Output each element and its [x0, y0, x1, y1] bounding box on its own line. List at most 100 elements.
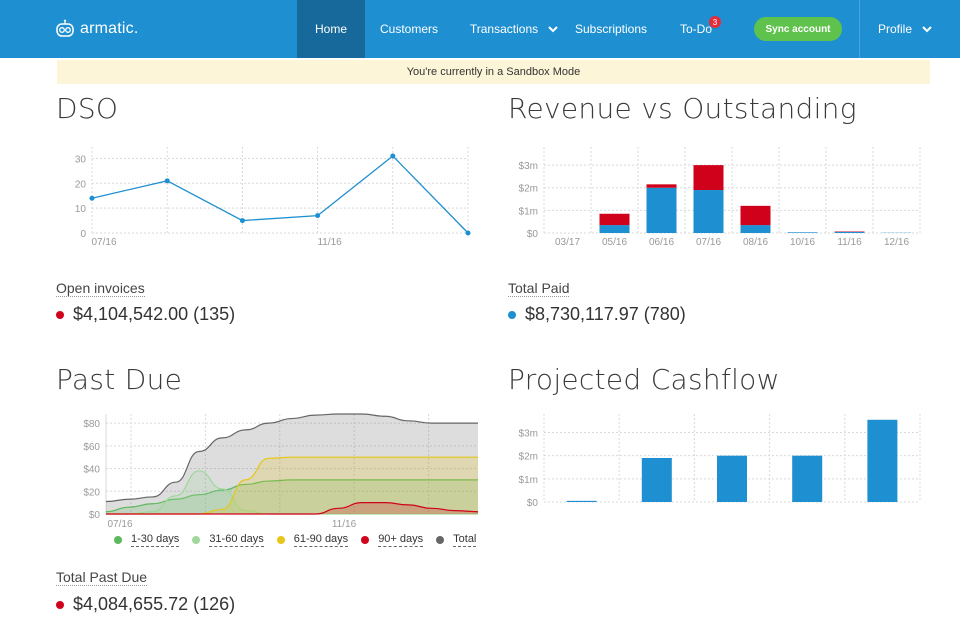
- legend-label: 31-60 days: [209, 533, 264, 547]
- outstanding-bar: [599, 213, 630, 226]
- x-tick-label: 07/16: [696, 237, 721, 248]
- total-paid-amount: $8,730,117.97 (780): [525, 304, 686, 324]
- nav-todo-label: To-Do: [679, 22, 712, 36]
- total-paid-label[interactable]: Total Paid: [508, 280, 570, 297]
- legend-item[interactable]: 1-30 days: [114, 533, 180, 547]
- nav-subscriptions[interactable]: Subscriptions: [570, 0, 652, 58]
- y-tick-label: 10: [75, 204, 87, 215]
- legend-item[interactable]: 31-60 days: [192, 533, 264, 547]
- cashflow-bar: [566, 500, 597, 502]
- paid-bar: [646, 187, 677, 233]
- nav-todo[interactable]: To-Do: [672, 0, 720, 58]
- y-tick-label: $60: [83, 442, 100, 453]
- area-90-days: [106, 502, 478, 514]
- x-tick-label: 06/16: [649, 237, 674, 248]
- x-tick-label: 07/16: [107, 519, 132, 530]
- nav-customers-label: Customers: [379, 22, 438, 36]
- nav-profile[interactable]: Profile: [870, 0, 940, 58]
- dso-point: [239, 218, 245, 224]
- sync-account-button[interactable]: Sync account: [754, 17, 842, 41]
- open-invoices-label[interactable]: Open invoices: [56, 280, 145, 297]
- y-tick-label: $3m: [519, 429, 538, 440]
- outstanding-bar: [693, 165, 724, 190]
- open-invoices-amount: $4,104,542.00 (135): [73, 304, 236, 324]
- area-61-90-days: [106, 457, 478, 514]
- dso-point: [164, 178, 170, 184]
- legend-label: Total: [453, 533, 477, 547]
- cashflow-bar: [641, 458, 672, 502]
- x-tick-label: 08/16: [743, 237, 768, 248]
- dso-line-chart: 0 10 20 30 07/16 11/16: [75, 147, 471, 248]
- todo-count-badge: 3: [709, 16, 721, 28]
- y-tick-label: $1m: [519, 475, 538, 486]
- legend-item[interactable]: 90+ days: [361, 533, 424, 547]
- total-past-due-label[interactable]: Total Past Due: [56, 569, 148, 586]
- open-invoices-dot: [56, 310, 64, 319]
- area-31-60-days: [106, 470, 478, 514]
- past-due-legend: 1-30 days 31-60 days 61-90 days 90+ days Tot…: [114, 533, 489, 547]
- line-1-30-days: [105, 479, 478, 513]
- chevron-down-icon: [548, 26, 558, 33]
- paid-bar: [740, 225, 771, 233]
- y-tick-label: $20: [83, 487, 100, 498]
- line-90-days: [105, 502, 479, 515]
- legend-dot: [192, 536, 201, 544]
- past-due-title: Past Due: [56, 363, 183, 396]
- paid-bar: [834, 231, 865, 233]
- legend-label: 1-30 days: [131, 533, 180, 547]
- y-tick-label: $40: [83, 465, 100, 476]
- total-past-due-value: $4,084,655.72 (126): [56, 594, 235, 615]
- legend-item[interactable]: 61-90 days: [276, 533, 349, 547]
- total-past-due-amount: $4,084,655.72 (126): [73, 594, 236, 614]
- brand-logo[interactable]: armatic.: [55, 17, 139, 41]
- dso-point: [465, 230, 471, 236]
- line-total: [105, 413, 478, 503]
- y-tick-label: $1m: [519, 206, 538, 217]
- legend-dot: [361, 536, 370, 544]
- y-tick-label: $80: [83, 419, 100, 430]
- legend-label: 61-90 days: [293, 533, 349, 547]
- cashflow-bar: [717, 455, 747, 502]
- open-invoices-value: $4,104,542.00 (135): [56, 304, 235, 325]
- dso-title: DSO: [56, 92, 119, 125]
- y-tick-label: $0: [527, 229, 539, 240]
- robot-logo-icon: [56, 19, 74, 37]
- y-tick-label: 0: [80, 229, 86, 240]
- dso-point: [315, 213, 321, 219]
- y-tick-label: $2m: [519, 452, 538, 463]
- y-tick-label: $0: [89, 510, 101, 521]
- nav-transactions[interactable]: Transactions: [464, 0, 564, 58]
- past-due-area-chart: $0 $20 $40 $60 $80 07/16 11/16: [83, 413, 479, 530]
- total-paid-value: $8,730,117.97 (780): [508, 304, 686, 325]
- x-tick-label: 10/16: [790, 237, 815, 248]
- legend-label: 90+ days: [378, 533, 424, 547]
- y-tick-label: $3m: [519, 161, 538, 172]
- nav-subscriptions-label: Subscriptions: [574, 22, 648, 36]
- sandbox-banner: You're currently in a Sandbox Mode: [57, 60, 930, 84]
- y-tick-label: $0: [527, 498, 539, 509]
- legend-dot: [114, 536, 122, 544]
- y-tick-label: 20: [75, 179, 87, 190]
- outstanding-bar: [740, 205, 771, 226]
- x-tick-label: 07/16: [91, 237, 116, 248]
- x-tick-label: 03/17: [555, 237, 580, 248]
- brand-name: armatic.: [80, 20, 139, 37]
- legend-dot: [276, 536, 285, 544]
- cashflow-bar: [792, 455, 823, 502]
- nav-customers[interactable]: Customers: [368, 0, 450, 58]
- x-tick-label: 11/16: [332, 519, 357, 530]
- x-tick-label: 12/16: [884, 237, 909, 248]
- x-tick-label: 11/16: [317, 237, 342, 248]
- cashflow-title: Projected Cashflow: [508, 363, 780, 396]
- nav-divider: [859, 0, 860, 58]
- cashflow-bar-chart: $0 $1m $2m $3m: [519, 414, 921, 509]
- chevron-down-icon: [922, 26, 932, 33]
- area-total: [106, 414, 478, 514]
- outstanding-bar: [646, 184, 677, 188]
- legend-item[interactable]: Total: [436, 533, 477, 547]
- cashflow-bar: [867, 419, 898, 502]
- nav-profile-label: Profile: [877, 22, 912, 36]
- nav-home[interactable]: Home: [297, 0, 365, 58]
- nav-transactions-label: Transactions: [469, 22, 539, 36]
- legend-dot: [436, 536, 445, 544]
